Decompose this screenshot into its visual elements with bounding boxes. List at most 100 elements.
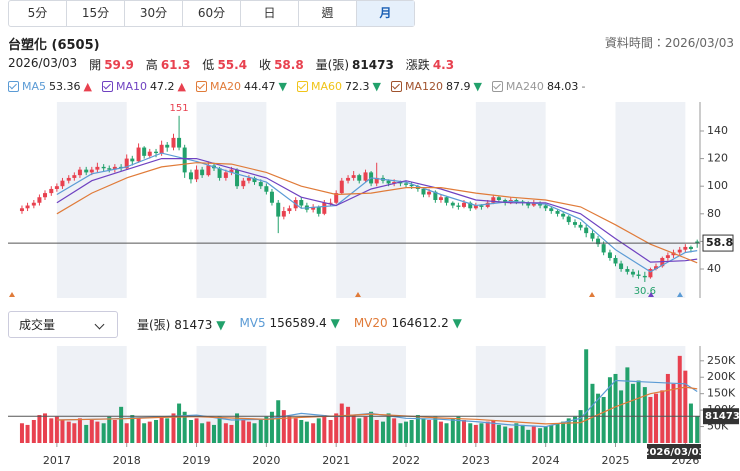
volume-bar [561, 421, 566, 443]
ma-arrow: ▲ [177, 80, 186, 93]
ma-line [56, 386, 698, 425]
interval-tab[interactable]: 60分 [183, 1, 241, 26]
quote-item: 量(張) 81473 [316, 56, 394, 73]
candle-body [665, 255, 670, 258]
ma-name: MA120 [404, 80, 443, 93]
interval-tab[interactable]: 日 [241, 1, 299, 26]
ma-value: 44.47 [243, 80, 276, 93]
interval-tab[interactable]: 月 [357, 1, 414, 26]
ma-legend-item[interactable]: MA60 72.3 ▼ [296, 80, 381, 93]
y-tick-label: 100 [707, 179, 728, 192]
interval-tab[interactable]: 5分 [9, 1, 67, 26]
candle-body [473, 205, 478, 209]
candle-body [404, 183, 409, 185]
interval-tab[interactable]: 30分 [125, 1, 183, 26]
last-volume-label: 81473 [705, 411, 740, 422]
ma-legend-item[interactable]: MA240 84.03- [491, 80, 585, 93]
candle-body [264, 186, 269, 192]
volume-bar [438, 421, 443, 443]
ma-line [56, 162, 698, 264]
volume-legend-name: 量(張) [137, 318, 171, 332]
ma-legend-item[interactable]: MA5 53.36 ▲ [8, 80, 92, 93]
candle-body [334, 193, 339, 203]
year-band [196, 102, 267, 298]
x-tick-label: 2024 [532, 454, 560, 467]
y-tick-label: 140 [707, 124, 728, 137]
ma-checkbox[interactable] [195, 81, 207, 92]
volume-bar [485, 421, 490, 443]
candle-body [549, 208, 554, 212]
candle-body [625, 269, 630, 272]
last-price-box [702, 234, 734, 252]
candle-body [49, 188, 54, 194]
signal-marker [648, 292, 654, 297]
quote-value: 58.8 [274, 58, 304, 72]
ma-line [56, 158, 698, 263]
candle-body [177, 137, 182, 148]
candle-body [165, 144, 170, 148]
x-tick-label: 2023 [462, 454, 490, 467]
quote-item: 漲跌 4.3 [406, 56, 454, 73]
volume-bar [95, 421, 100, 443]
ma-checkbox[interactable] [101, 81, 113, 92]
candle-body [159, 144, 164, 154]
volume-bar [299, 419, 304, 443]
volume-legend-arrow: ▼ [330, 316, 340, 330]
volume-bar [374, 419, 379, 443]
volume-bar [66, 421, 71, 443]
volume-bar [328, 419, 333, 443]
volume-bar [101, 423, 106, 443]
ma-checkbox[interactable] [8, 81, 19, 92]
volume-bar [573, 416, 578, 443]
volume-bar [654, 393, 659, 443]
volume-bar [636, 380, 641, 443]
last-price-label: 58.8 [706, 236, 733, 249]
volume-bar [601, 396, 606, 443]
ma-legend-item[interactable]: MA10 47.2 ▲ [101, 80, 186, 93]
candle-body [112, 166, 117, 170]
candle-body [683, 246, 688, 250]
volume-bar [159, 416, 164, 443]
interval-tab[interactable]: 15分 [67, 1, 125, 26]
ma-checkbox[interactable] [296, 81, 308, 92]
volume-bar [264, 416, 269, 443]
candle-body [287, 208, 292, 212]
quote-label: 量(張) [315, 58, 350, 72]
candle-body [607, 252, 612, 258]
volume-bar [363, 416, 368, 443]
volume-bar [415, 415, 420, 443]
candle-body [485, 202, 490, 207]
candle-body [31, 202, 36, 206]
candle-body [555, 211, 560, 214]
y-tick-label: 80 [707, 207, 721, 220]
candle-body [182, 147, 187, 173]
volume-bar [526, 429, 531, 443]
volume-bar [491, 419, 496, 443]
ma-legend-item[interactable]: MA120 87.9 ▼ [390, 80, 482, 93]
volume-bar [468, 423, 473, 443]
candle-body [311, 206, 316, 210]
ma-legend-item[interactable]: MA20 44.47 ▼ [195, 80, 287, 93]
candle-body [95, 166, 100, 170]
quote-value: 81473 [352, 58, 394, 72]
ma-checkbox[interactable] [491, 81, 503, 92]
candle-body [427, 191, 432, 195]
volume-bar [648, 396, 653, 443]
candle-body [223, 172, 228, 178]
ma-checkbox[interactable] [390, 81, 402, 92]
candle-body [281, 211, 286, 217]
volume-bar [665, 373, 670, 443]
interval-tab[interactable]: 週 [299, 1, 357, 26]
volume-bar [246, 421, 251, 443]
volume-selector[interactable]: 成交量 [8, 311, 118, 338]
volume-bar [49, 418, 54, 443]
volume-bar [177, 403, 182, 443]
volume-bar [54, 416, 59, 443]
interval-tabs: 5分 15分 30分 60分日週月 [8, 0, 415, 27]
candle-body [613, 257, 618, 264]
date-box [647, 444, 701, 459]
volume-bar [188, 419, 193, 443]
candle-body [444, 197, 449, 203]
candle-body [19, 208, 24, 212]
